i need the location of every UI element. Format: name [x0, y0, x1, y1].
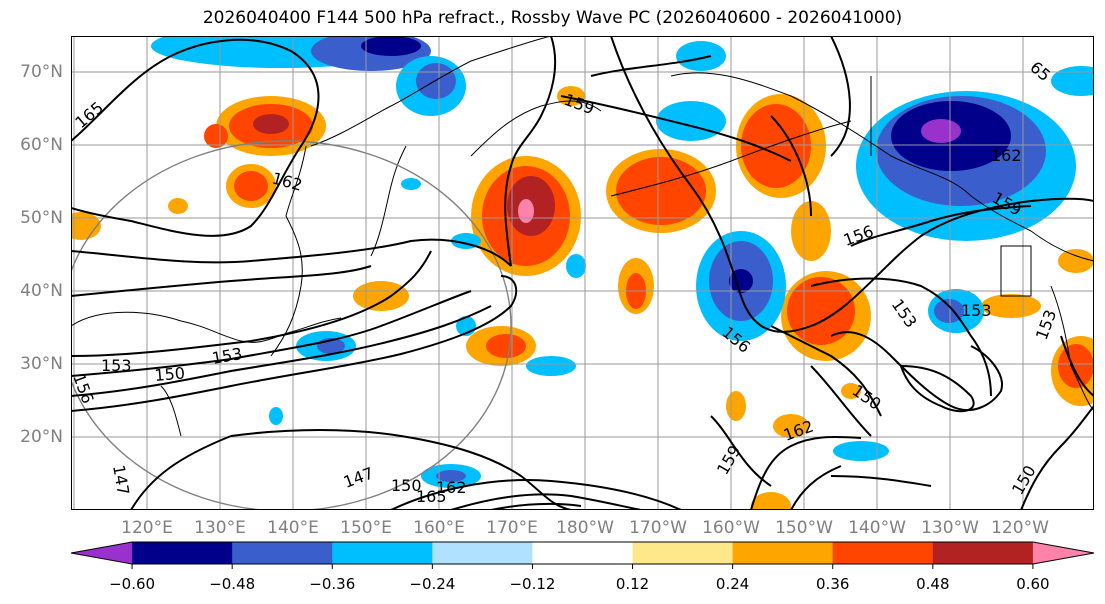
colorbar-tick-label: −0.12 [509, 575, 556, 593]
lon-label: 150°W [775, 518, 833, 538]
lat-label: 30°N [20, 354, 63, 374]
map-title: 2026040400 F144 500 hPa refract., Rossby… [202, 8, 903, 28]
colorbar-tick-label: −0.36 [309, 575, 356, 593]
colorbar-cell [71, 542, 133, 564]
lon-label: 160°W [702, 518, 760, 538]
lon-label: 120°E [121, 518, 173, 538]
colorbar-cell [632, 542, 734, 564]
colorbar [70, 541, 1095, 569]
colorbar-tick-label: 0.36 [816, 575, 850, 593]
lon-label: 160°E [413, 518, 465, 538]
colorbar-tick-label: 0.60 [1016, 575, 1050, 593]
lon-label: 140°E [267, 518, 319, 538]
lon-label: 150°E [340, 518, 392, 538]
lon-label: 130°W [921, 518, 979, 538]
contour-label: 165 [416, 487, 447, 506]
colorbar-cell [132, 542, 233, 564]
contour-label: 150 [391, 476, 422, 495]
map-frame [71, 36, 1094, 510]
colorbar-cell [332, 542, 433, 564]
lon-label: 120°W [991, 518, 1049, 538]
colorbar-tick-label: −0.24 [409, 575, 456, 593]
colorbar-tick-label: 0.12 [615, 575, 650, 593]
colorbar-tick-label: 0.24 [715, 575, 750, 593]
lon-label: 170°W [629, 518, 687, 538]
contour-label: 162 [436, 478, 467, 497]
colorbar-cell [832, 542, 934, 564]
lat-label: 60°N [20, 135, 63, 155]
contour-label: 153 [961, 301, 992, 320]
lon-label: 180°W [556, 518, 614, 538]
lat-label: 70°N [20, 62, 63, 82]
height-contours [71, 36, 1094, 510]
contour-label: 162 [991, 146, 1022, 165]
lat-label: 50°N [20, 208, 63, 228]
gridlines [71, 36, 1094, 510]
contour-label: 153 [101, 356, 132, 375]
colorbar-cell [532, 542, 634, 564]
coastlines [71, 36, 1094, 437]
lon-label: 130°E [194, 518, 246, 538]
lat-label: 40°N [20, 281, 63, 301]
contour-label: 150 [154, 363, 186, 385]
map-panel: 165 159 162 153 156 153 150 147 150 162 … [71, 36, 1094, 510]
colorbar-tick-label: −0.48 [209, 575, 256, 593]
colorbar-cell [232, 542, 333, 564]
colorbar-cell [432, 542, 533, 564]
radius-circle [71, 140, 512, 510]
colorbar-cell [732, 542, 834, 564]
colorbar-cell [932, 542, 1034, 564]
lon-label: 140°W [848, 518, 906, 538]
colorbar-tick-label: −0.60 [109, 575, 156, 593]
colorbar-cell [1032, 542, 1094, 564]
colorbar-tick-label: 0.48 [916, 575, 950, 593]
lat-label: 20°N [20, 427, 63, 447]
lon-label: 170°E [486, 518, 538, 538]
